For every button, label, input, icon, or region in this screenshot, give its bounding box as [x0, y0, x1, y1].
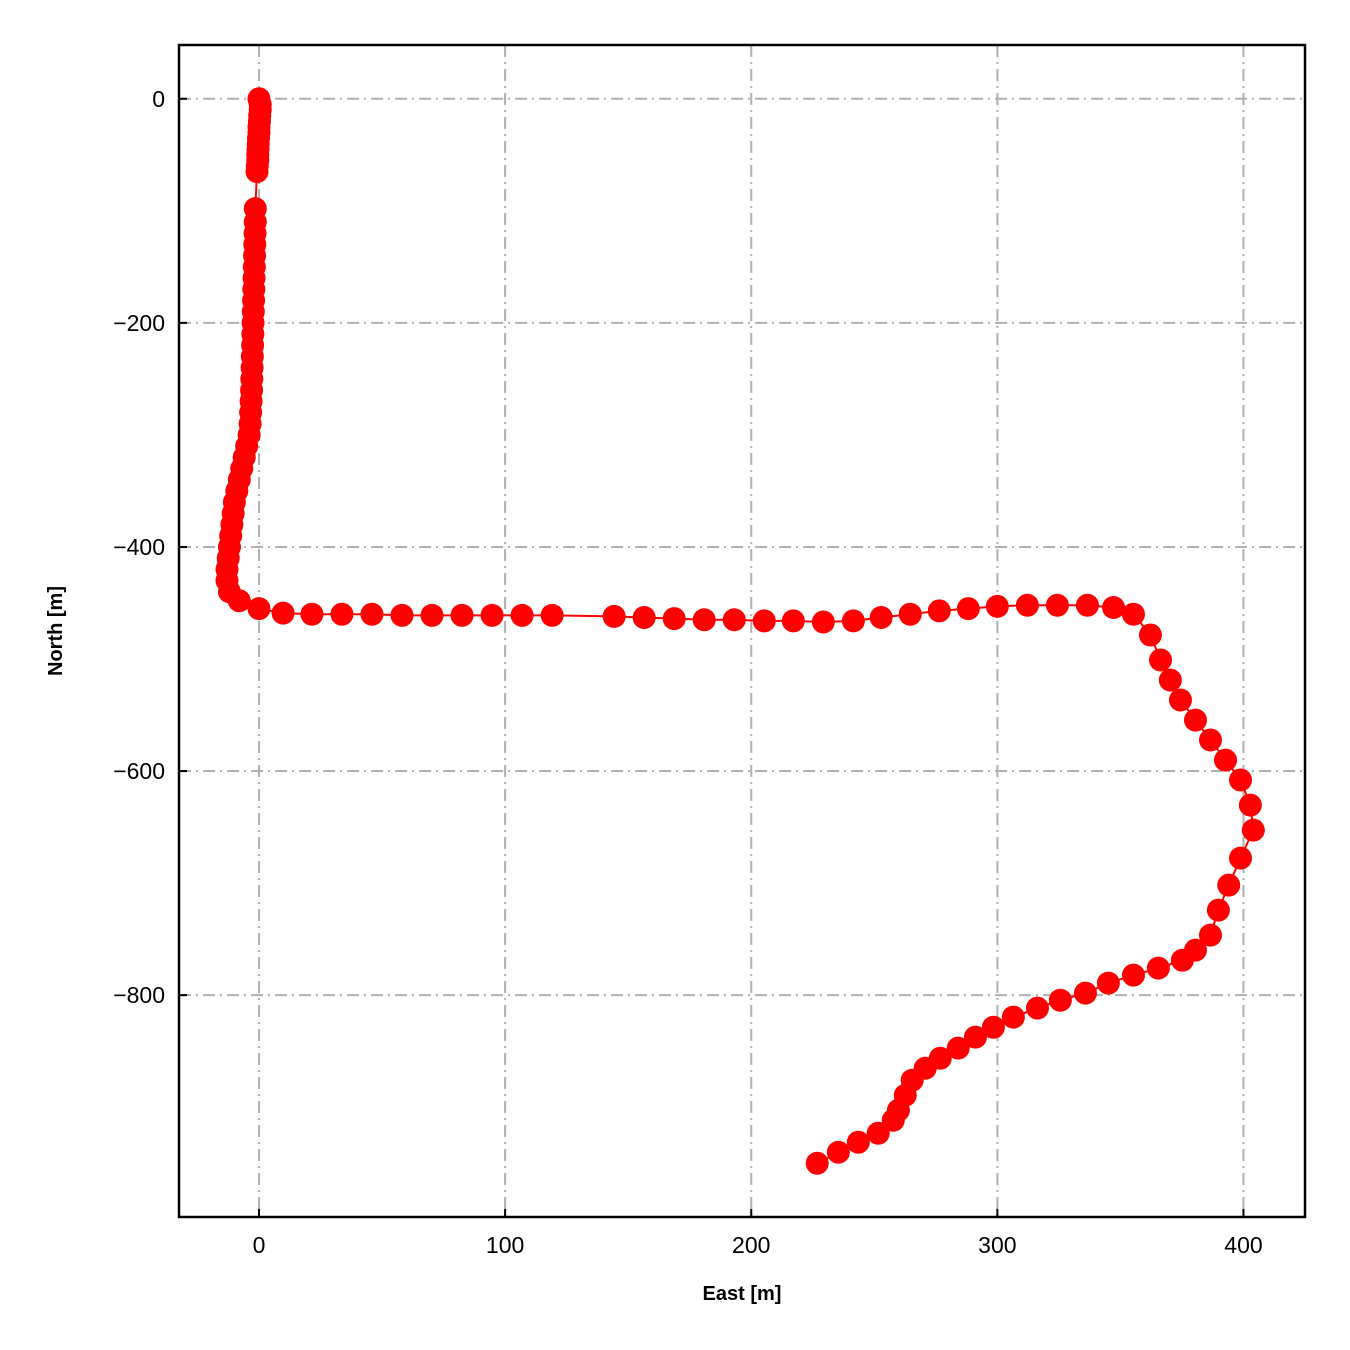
trajectory-point [692, 608, 716, 632]
trajectory-point [1048, 988, 1072, 1012]
trajectory-point [450, 603, 474, 627]
trajectory-point [985, 594, 1009, 618]
grid [179, 45, 1305, 1217]
trajectory-point [866, 1121, 890, 1145]
trajectory-point [390, 603, 414, 627]
trajectory-point [1198, 923, 1222, 947]
x-tick-label: 200 [732, 1232, 770, 1258]
trajectory-point [869, 606, 893, 630]
trajectory-point [247, 597, 271, 621]
trajectory-point [956, 597, 980, 621]
trajectory-line [225, 98, 1255, 1165]
trajectory-point [946, 1036, 970, 1060]
trajectory-point [510, 603, 534, 627]
x-axis-label: East [m] [703, 1283, 782, 1305]
trajectory-point [1217, 873, 1241, 897]
trajectory-point [1102, 595, 1126, 619]
trajectory-point [300, 602, 324, 626]
trajectory-point [227, 589, 251, 613]
ticks: 0 100 200 300 400 0 −200 −400 −600 −800 [113, 86, 1262, 1258]
y-tick-label: 0 [152, 86, 165, 112]
trajectory-point [1168, 688, 1192, 712]
trajectory-point [360, 602, 384, 626]
trajectory-point [1158, 668, 1182, 692]
trajectory-point [722, 608, 746, 632]
trajectory-point [898, 602, 922, 626]
trajectory-point [1096, 971, 1120, 995]
trajectory-point [1170, 948, 1194, 972]
trajectory-point [1238, 793, 1262, 817]
y-tick-label: −200 [113, 310, 165, 336]
trajectory-point [330, 602, 354, 626]
trajectory-point [1121, 602, 1145, 626]
x-tick-label: 0 [253, 1232, 266, 1258]
trajectory-point [1229, 846, 1253, 870]
trajectory-point [1198, 728, 1222, 752]
trajectory-point [1229, 768, 1253, 792]
trajectory-point [811, 610, 835, 634]
trajectory-point [602, 604, 626, 628]
trajectory-point [271, 601, 295, 625]
trajectory-point [1073, 981, 1097, 1005]
x-tick-label: 300 [978, 1232, 1016, 1258]
trajectory-point [1241, 818, 1265, 842]
trajectory-series [215, 87, 1265, 1175]
trajectory-point [245, 160, 269, 184]
trajectory-point [826, 1140, 850, 1164]
trajectory-point [781, 609, 805, 633]
trajectory-point [963, 1025, 987, 1049]
trajectory-point [1025, 996, 1049, 1020]
trajectory-point [1149, 648, 1173, 672]
x-tick-label: 400 [1224, 1232, 1262, 1258]
trajectory-point [632, 606, 656, 630]
trajectory-point [1206, 898, 1230, 922]
trajectory-point [1183, 708, 1207, 732]
trajectory-point [1214, 748, 1238, 772]
trajectory-point [846, 1130, 870, 1154]
trajectory-point [805, 1151, 829, 1175]
trajectory-point [1146, 956, 1170, 980]
trajectory-point [841, 609, 865, 633]
trajectory-point [1121, 963, 1145, 987]
trajectory-point [927, 599, 951, 623]
y-tick-label: −400 [113, 534, 165, 560]
y-tick-label: −800 [113, 982, 165, 1008]
trajectory-point [881, 1108, 905, 1132]
x-tick-label: 100 [486, 1232, 524, 1258]
plot-frame [177, 43, 1307, 1219]
trajectory-point [480, 603, 504, 627]
trajectory-point [1075, 593, 1099, 617]
trajectory-point [1001, 1005, 1025, 1029]
trajectory-point [540, 603, 564, 627]
trajectory-point [420, 603, 444, 627]
trajectory-point [1138, 623, 1162, 647]
y-tick-label: −600 [113, 758, 165, 784]
trajectory-point [662, 607, 686, 631]
trajectory-point [1045, 593, 1069, 617]
trajectory-point [752, 609, 776, 633]
y-axis-label: North [m] [45, 586, 67, 676]
trajectory-point [1015, 593, 1039, 617]
trajectory-point [981, 1015, 1005, 1039]
